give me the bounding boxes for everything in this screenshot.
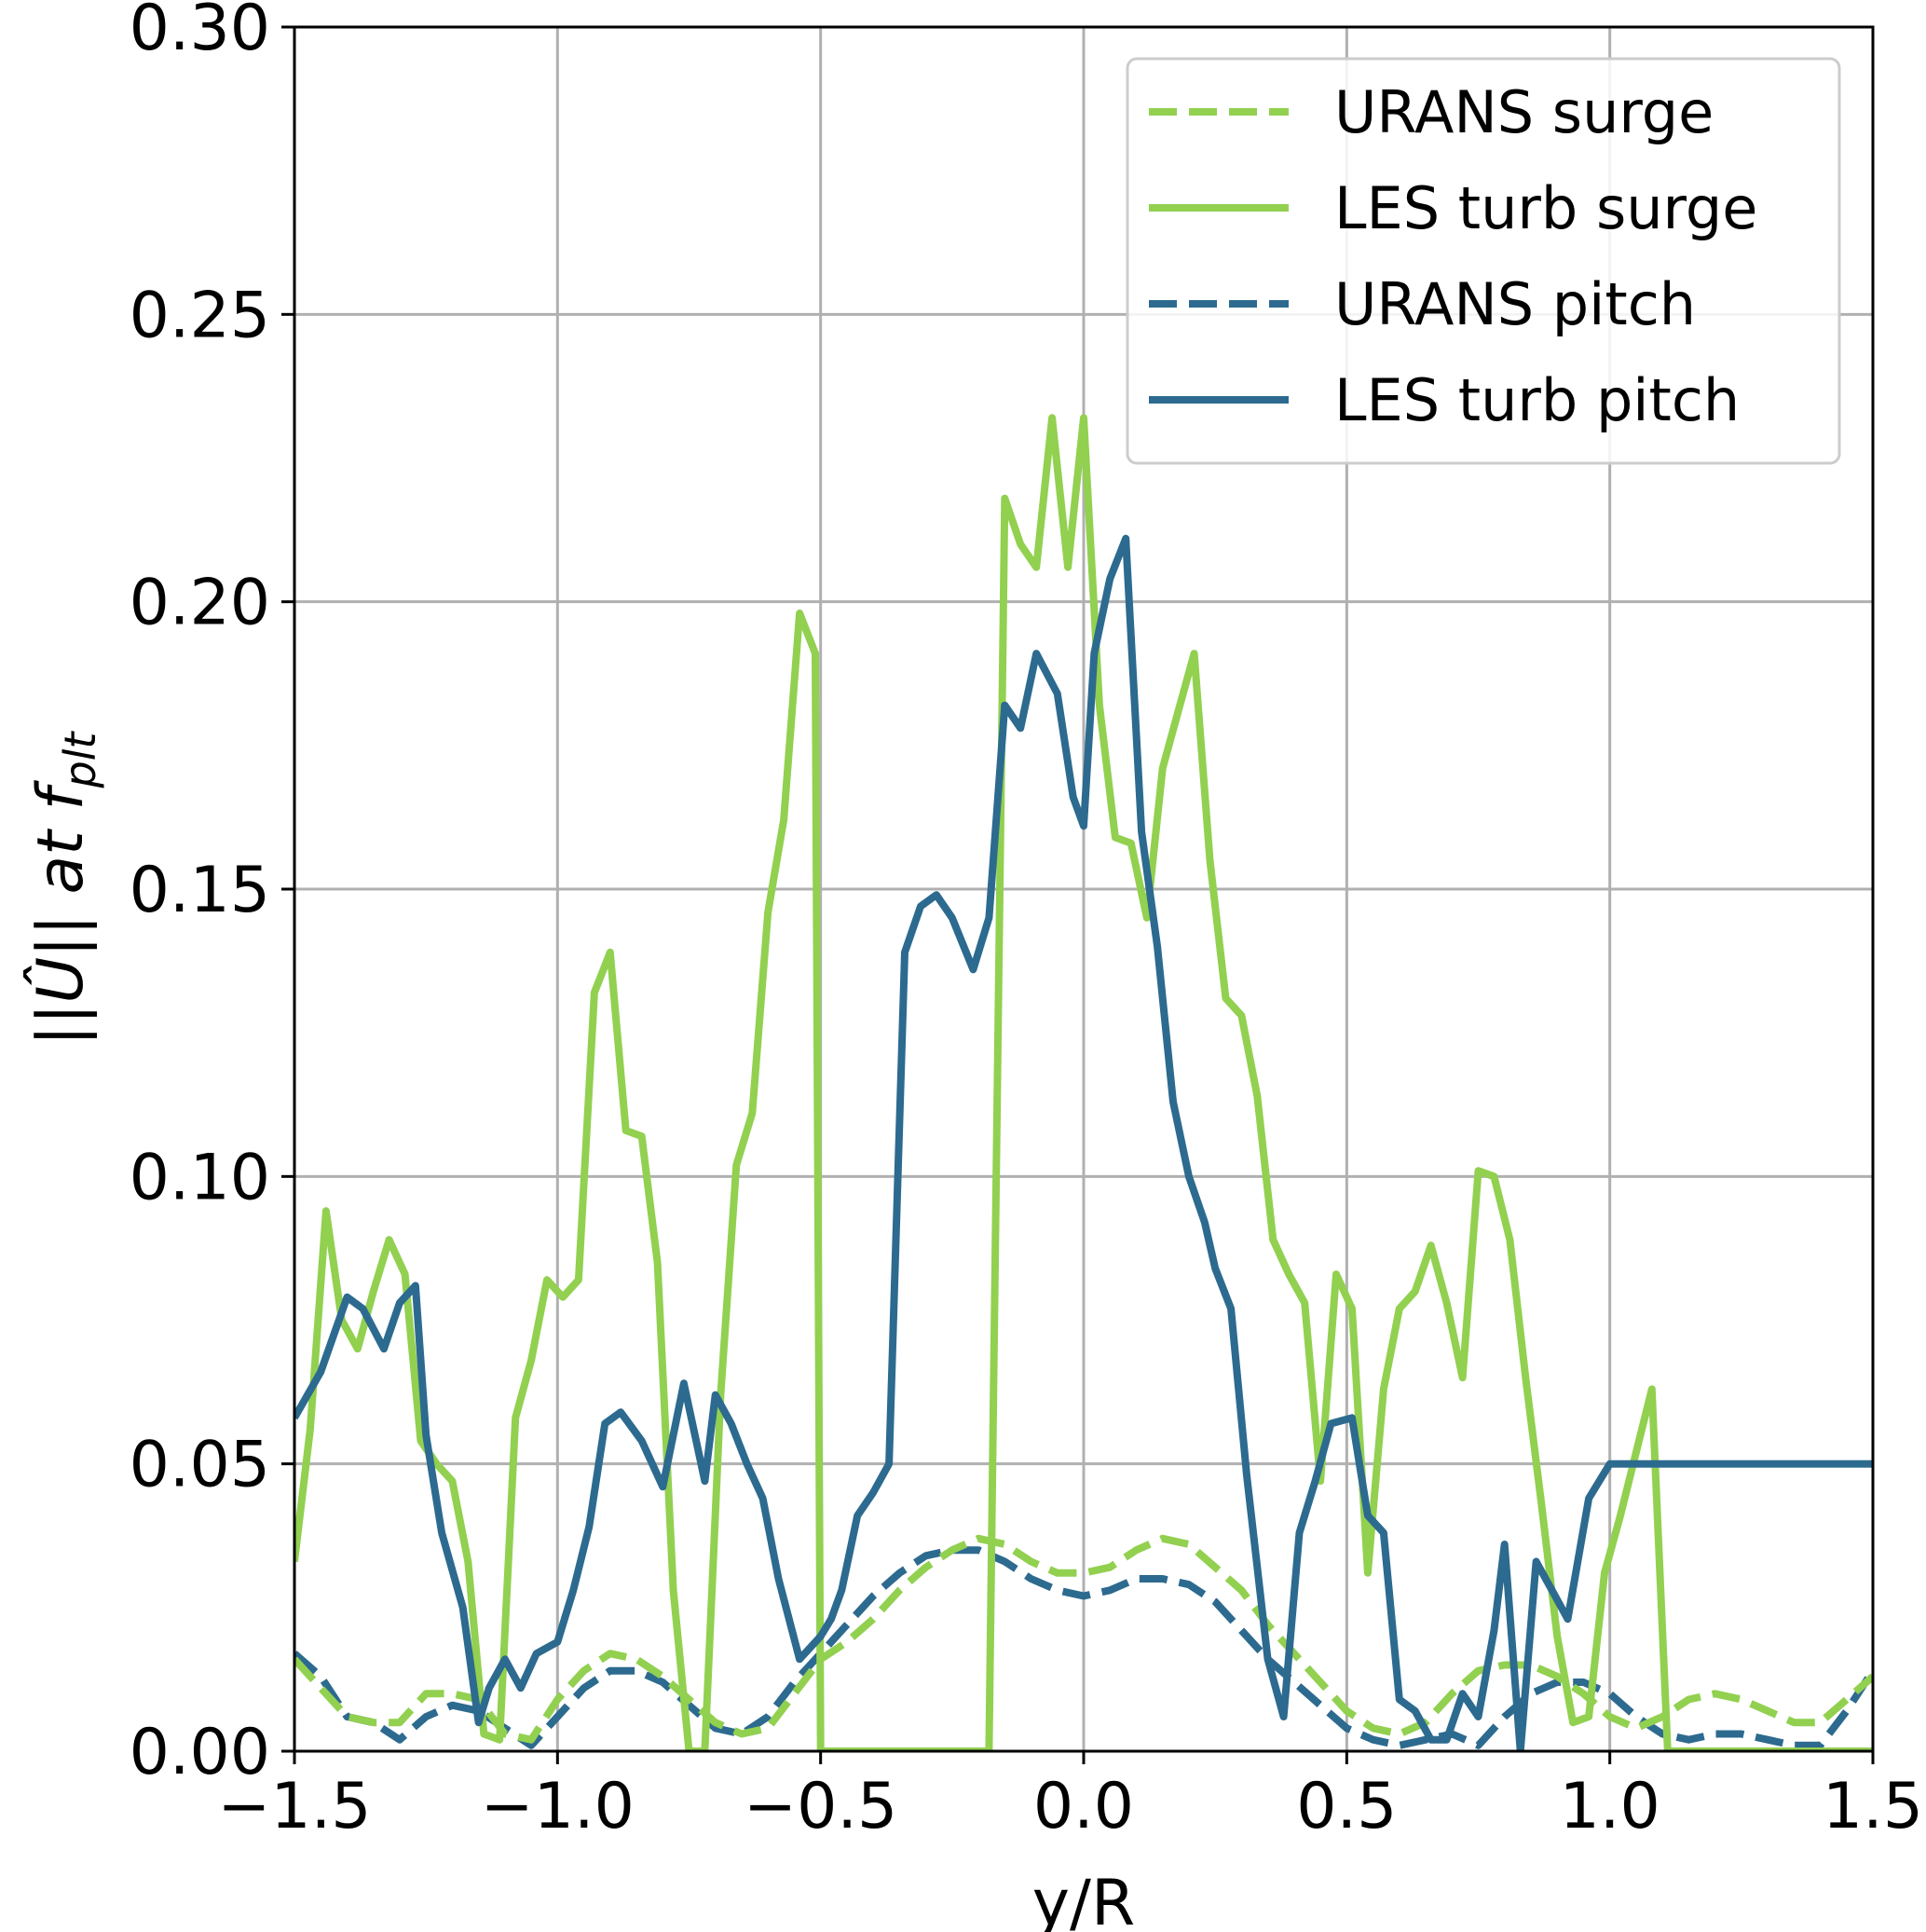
legend-label: URANS pitch (1334, 270, 1696, 338)
legend-label: LES turb surge (1334, 174, 1757, 242)
legend-box (1126, 57, 1841, 465)
series-line-urans-pitch (294, 1546, 1873, 1749)
ticks: −1.5 −1.0 −0.5 0.0 0.5 1.0 1.5 0.00 0.05 0.10 0.15… (130, 0, 1923, 1843)
y-tick-label: 0.30 (130, 0, 270, 65)
x-tick-label: 0.5 (1296, 1770, 1397, 1843)
y-tick-label: 0.10 (130, 1141, 270, 1214)
x-axis-label: y/R (1032, 1867, 1135, 1932)
series-line-les-turb-pitch (294, 534, 1873, 1751)
x-tick-label: −0.5 (744, 1770, 897, 1843)
y-tick-label: 0.15 (130, 854, 270, 927)
series-line-les-turb-surge (294, 414, 1873, 1751)
series-layer (294, 414, 1873, 1751)
x-tick-label: 0.0 (1033, 1770, 1134, 1843)
y-tick-label: 0.20 (130, 567, 270, 640)
x-tick-label: 1.0 (1560, 1770, 1660, 1843)
y-tick-label: 0.05 (130, 1429, 270, 1502)
x-tick-label: −1.5 (217, 1770, 371, 1843)
legend-label: LES turb pitch (1334, 366, 1740, 434)
x-tick-label: 1.5 (1823, 1770, 1923, 1843)
y-tick-label: 0.00 (130, 1716, 270, 1789)
y-tick-label: 0.25 (130, 279, 270, 352)
x-tick-label: −1.0 (481, 1770, 635, 1843)
legend-label: URANS surge (1334, 78, 1714, 146)
legend: URANS surge LES turb surge URANS pitch LES … (1126, 57, 1841, 465)
y-axis-label-main: ||Û|| at f (23, 779, 98, 1046)
y-axis-label: ||Û|| at fplt (23, 731, 105, 1047)
series-line-urans-surge (294, 1534, 1873, 1744)
y-axis-label-sub: plt (55, 731, 105, 789)
